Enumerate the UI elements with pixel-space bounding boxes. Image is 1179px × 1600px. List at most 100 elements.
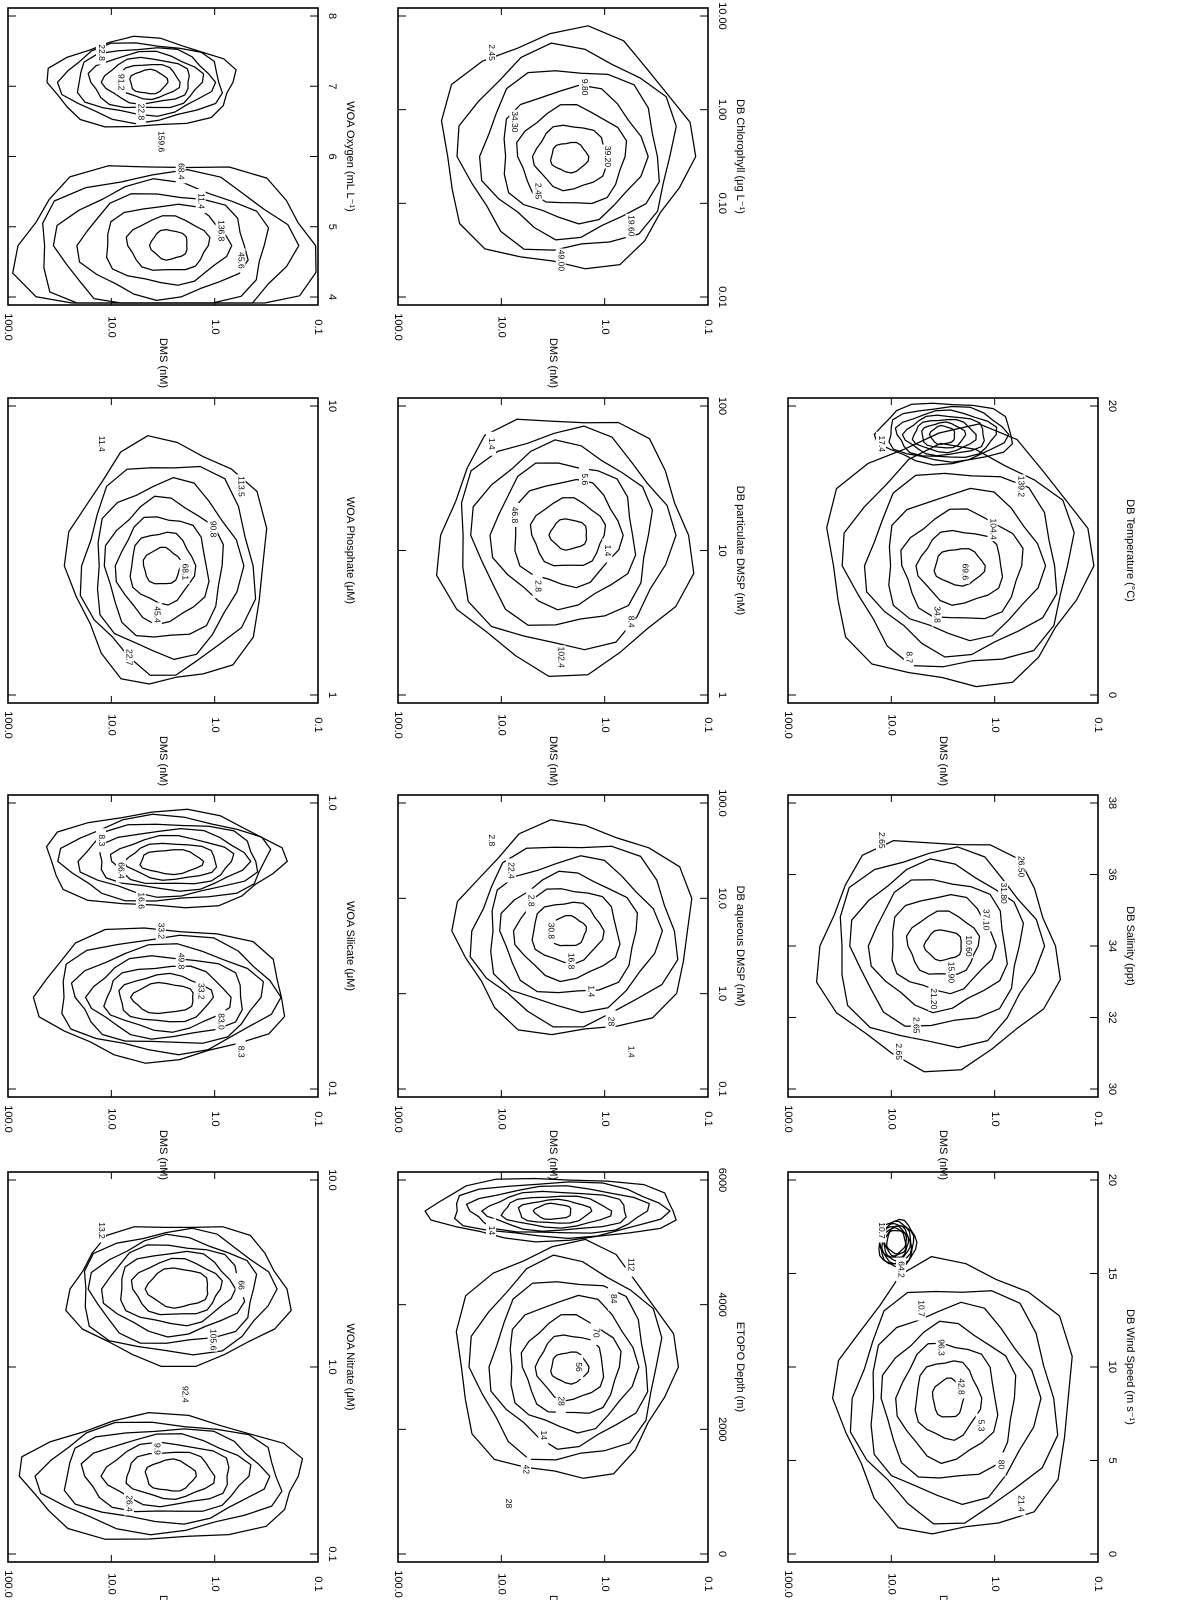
- contour-level: [142, 546, 182, 585]
- dms-tick-label: 1.0: [989, 1576, 1001, 1591]
- contour-label-bg: [96, 431, 106, 456]
- contour-label: 8.3: [97, 834, 107, 846]
- contour-level: [550, 1351, 590, 1385]
- contour-level: [125, 1451, 216, 1501]
- contour-level: [120, 1250, 237, 1327]
- plot-frame: [397, 7, 709, 306]
- contour-label: 28: [504, 1499, 514, 1509]
- var-axis-label: DB Temperature (°C): [1124, 499, 1136, 602]
- contour-level: [56, 42, 224, 125]
- contour-label-bg: [602, 538, 613, 563]
- contour-lines: [424, 1177, 680, 1479]
- contour-label: 46.8: [510, 507, 520, 524]
- contour-level: [891, 893, 997, 995]
- contour-label: 69.6: [960, 564, 970, 581]
- contour-label: 17.4: [877, 435, 887, 452]
- contour-label-bg: [895, 1257, 906, 1282]
- contour-label: 10.60: [964, 935, 974, 957]
- plot-frame: [787, 794, 1099, 1098]
- contour-lines: [63, 435, 268, 685]
- contour-label: 104.4: [988, 519, 998, 541]
- var-tick-label: 10: [716, 544, 728, 556]
- contour-label-bg: [195, 979, 206, 1004]
- contour-label-bg: [96, 1218, 106, 1243]
- contour-label: 34.30: [510, 111, 520, 133]
- contour-level: [531, 901, 605, 965]
- contour-level: [100, 1441, 230, 1508]
- contour-level: [139, 849, 205, 876]
- contour-label: 14: [539, 1431, 549, 1441]
- contour-label-bg: [123, 1491, 134, 1516]
- contour-label-bg: [987, 517, 998, 542]
- contour-level: [534, 1334, 605, 1402]
- chart-panel-9: 100.0 10.0 1.0 0.1 DMS (nM) 0 5 10 15 20 DB Wind S…: [782, 1171, 1136, 1600]
- contour-label-bg: [96, 40, 106, 65]
- dms-tick-label: 0.1: [702, 717, 714, 732]
- contour-label-bg: [995, 1452, 1006, 1477]
- contour-label: 42: [522, 1465, 532, 1475]
- contour-value-labels: 2.45 2.45 9.80 19.60 34.30 49.00 39.20: [486, 40, 636, 273]
- contour-label-bg: [486, 431, 496, 456]
- var-tick-label: 2000: [716, 1417, 728, 1441]
- var-tick-label: 36: [1106, 868, 1118, 880]
- contour-label: 113.5: [236, 476, 246, 497]
- contour-value-labels: 8.3 33.2 16.6 8.3 49.8 66.4 83.0 33.2: [96, 828, 246, 1064]
- contour-level: [32, 927, 286, 1064]
- dms-tick-label: 100.0: [2, 1570, 14, 1598]
- dms-axis-label: DMS (nM): [547, 736, 559, 786]
- contour-label: 2.65: [877, 832, 887, 849]
- chart-panel-4: 100.0 10.0 1.0 0.1 DMS (nM) 4 5 6 7 8 WOA Oxygen (…: [2, 7, 356, 388]
- dms-tick-label: 1.0: [599, 717, 611, 732]
- contour-label: 13.2: [97, 1222, 107, 1239]
- dms-axis-label: DMS (nM): [547, 338, 559, 388]
- var-axis-label: ETOPO Depth (m): [734, 1322, 746, 1412]
- contour-level: [125, 215, 211, 271]
- contour-level: [490, 855, 664, 1014]
- contour-level: [114, 516, 210, 626]
- contour-level: [76, 193, 249, 302]
- var-tick-label: 0.1: [326, 1081, 338, 1096]
- contour-level: [63, 435, 268, 685]
- var-tick-label: 4: [326, 294, 338, 300]
- contour-label-bg: [903, 645, 914, 670]
- contour-label-bg: [135, 99, 146, 124]
- contour-label-bg: [876, 431, 886, 456]
- contour-level: [129, 68, 169, 95]
- dms-tick-label: 10.0: [105, 1573, 117, 1594]
- contour-level: [839, 846, 1046, 1049]
- contour-level: [500, 1195, 613, 1229]
- contour-level: [87, 1233, 258, 1344]
- contour-label-bg: [1015, 474, 1026, 499]
- var-tick-label: 1.0: [716, 986, 728, 1001]
- contour-level: [815, 839, 1062, 1073]
- dms-tick-label: 0.1: [1092, 1576, 1104, 1591]
- contour-label: 9.80: [580, 79, 590, 96]
- contour-value-labels: 14 28 42 14 28 56 70 84 112: [486, 1218, 636, 1516]
- dms-tick-label: 0.1: [312, 319, 324, 334]
- var-tick-label: 0.1: [326, 1546, 338, 1561]
- contour-label: 139.2: [1016, 476, 1026, 498]
- dms-tick-label: 0.1: [702, 319, 714, 334]
- contour-label-bg: [602, 144, 613, 169]
- contour-level: [478, 70, 660, 241]
- var-tick-label: 38: [1106, 797, 1118, 809]
- contour-label-bg: [625, 609, 636, 634]
- var-tick-label: 1.0: [326, 1359, 338, 1374]
- contour-label: 8.4: [626, 616, 636, 628]
- contour-level: [129, 531, 197, 606]
- contour-label-bg: [207, 517, 218, 542]
- contour-label: 2.8: [527, 895, 537, 907]
- contour-label-bg: [928, 986, 939, 1011]
- dms-tick-label: 0.1: [312, 717, 324, 732]
- contour-level: [470, 439, 654, 626]
- contour-level: [880, 1320, 1017, 1479]
- var-tick-label: 0: [1106, 1551, 1118, 1557]
- contour-level: [888, 405, 1010, 463]
- contour-label: 31.80: [999, 883, 1009, 905]
- contour-level: [100, 1244, 246, 1338]
- var-tick-label: 20: [1106, 400, 1118, 412]
- contour-label-bg: [532, 574, 543, 599]
- contour-label: 2.45: [487, 44, 497, 61]
- dms-tick-label: 100.0: [782, 711, 794, 739]
- contour-lines: [826, 402, 1095, 688]
